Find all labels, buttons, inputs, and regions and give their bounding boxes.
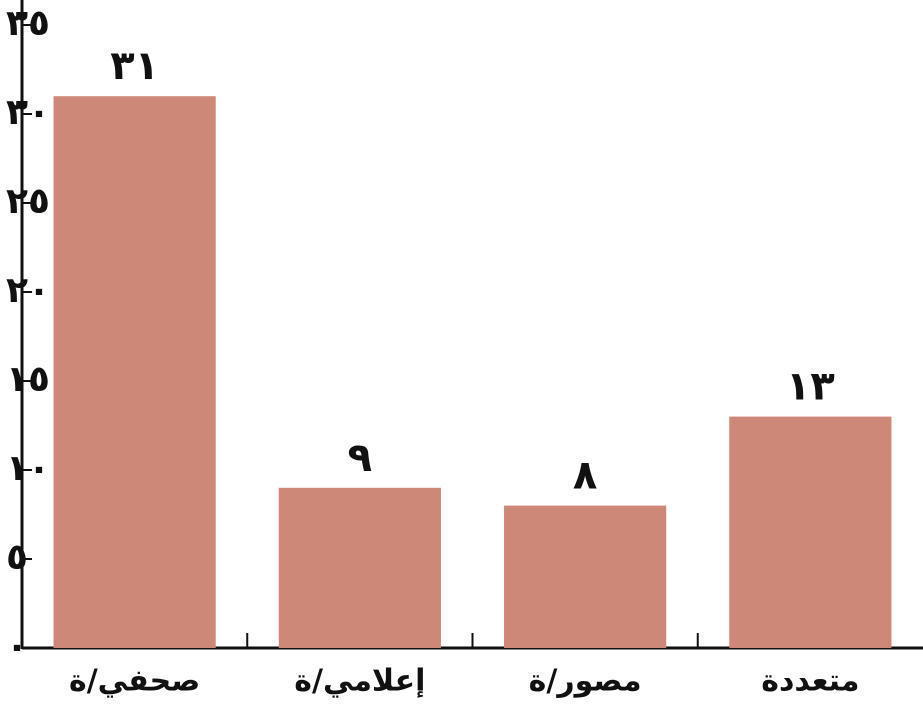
x-tick-label: متعددة xyxy=(761,664,859,699)
y-tick-label: ٢٠ xyxy=(6,270,50,311)
bar xyxy=(729,416,892,648)
value-label: ٨ xyxy=(573,453,597,499)
x-tick-label: إعلامي/ة xyxy=(294,664,425,699)
y-tick-label: ٥ xyxy=(6,537,28,578)
y-tick-label: ٣٠ xyxy=(6,92,50,133)
x-tick-label: مصور/ة xyxy=(529,664,642,699)
y-tick-label: ٠ xyxy=(6,626,28,667)
bar xyxy=(53,96,216,648)
y-tick-label: ١٥ xyxy=(6,359,50,400)
value-label: ٩ xyxy=(348,435,372,481)
y-tick-label: ١٠ xyxy=(6,448,50,489)
bar xyxy=(278,487,441,648)
y-tick-label: ٢٥ xyxy=(6,181,50,222)
y-tick-label: ٣٥ xyxy=(6,3,50,44)
bar xyxy=(504,505,667,648)
value-label: ٣١ xyxy=(110,43,159,89)
x-tick-label: صحفي/ة xyxy=(69,664,200,699)
value-label: ١٣ xyxy=(786,364,835,410)
